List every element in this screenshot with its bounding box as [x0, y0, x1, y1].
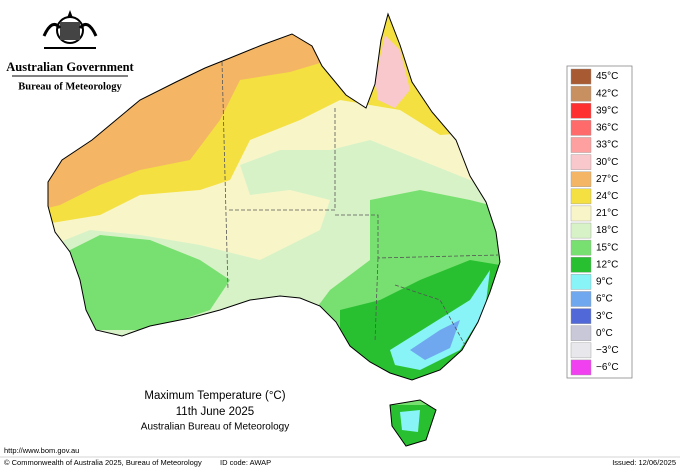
agency: Australian Government	[6, 60, 134, 74]
legend-swatch	[570, 103, 592, 119]
legend-label: 3°C	[596, 311, 613, 322]
crest	[42, 10, 98, 49]
legend-swatch	[570, 239, 592, 256]
issued: Issued: 12/06/2025	[612, 458, 676, 467]
legend-label: 12°C	[596, 259, 618, 270]
bureau: Bureau of Meteorology	[18, 81, 122, 92]
legend-label: 27°C	[596, 174, 618, 185]
legend-swatch	[570, 308, 592, 324]
legend-label: 6°C	[596, 294, 613, 305]
legend-label: −3°C	[596, 345, 619, 356]
legend-swatch	[570, 68, 592, 85]
legend-swatch	[570, 359, 592, 376]
legend-swatch	[570, 137, 592, 153]
legend-label: 15°C	[596, 242, 618, 253]
legend-label: 0°C	[596, 328, 613, 339]
legend-swatch	[570, 205, 592, 222]
legend-swatch	[570, 257, 592, 273]
legend-swatch	[570, 188, 592, 205]
legend-label: 39°C	[596, 105, 618, 116]
map-date: 11th June 2025	[176, 406, 254, 418]
legend-swatch	[570, 120, 592, 136]
legend-label: −6°C	[596, 362, 619, 373]
legend-label: 21°C	[596, 208, 618, 219]
legend-label: 33°C	[596, 140, 618, 151]
legend-swatch	[570, 291, 592, 307]
legend-label: 24°C	[596, 191, 618, 202]
legend-swatch	[570, 222, 592, 239]
legend-swatch	[570, 274, 592, 290]
legend-swatch	[570, 325, 592, 341]
legend-label: 18°C	[596, 225, 618, 236]
legend-swatch	[570, 154, 592, 170]
legend-swatch	[570, 171, 592, 187]
map-source: Australian Bureau of Meteorology	[141, 422, 289, 433]
url: http://www.bom.gov.au	[4, 446, 79, 455]
map-title: Maximum Temperature (°C)	[144, 390, 285, 402]
legend-label: 9°C	[596, 277, 613, 288]
legend-swatch	[570, 85, 592, 102]
legend-swatch	[570, 342, 592, 359]
id-code: ID code: AWAP	[220, 458, 271, 467]
legend-label: 30°C	[596, 157, 618, 168]
legend: 45°C 42°C 39°C 36°C 33°C 30°C 27°C 24°C 21°C 18°C…	[570, 68, 619, 376]
legend-label: 45°C	[596, 71, 618, 82]
state-borders	[221, 61, 499, 346]
legend-label: 42°C	[596, 88, 618, 99]
legend-label: 36°C	[596, 123, 618, 134]
copyright: © Commonwealth of Australia 2025, Bureau…	[4, 458, 202, 467]
